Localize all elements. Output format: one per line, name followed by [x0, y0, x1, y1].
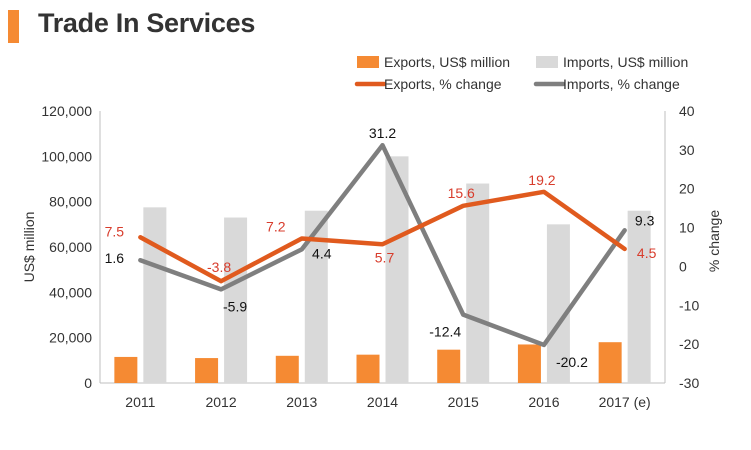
- imports-pct-data-label: 4.4: [312, 245, 332, 261]
- imports-bar: [143, 207, 167, 383]
- y2-tick-label: 0: [679, 258, 687, 274]
- exports-pct-data-label: 7.5: [105, 223, 125, 239]
- y2-tick-label: -10: [679, 297, 699, 313]
- y2-tick-label: -20: [679, 336, 699, 352]
- imports-bar: [224, 217, 248, 383]
- title-accent-bar: [8, 10, 19, 43]
- exports-bar: [598, 342, 622, 383]
- imports-bar: [466, 183, 490, 383]
- exports-bar: [356, 354, 380, 383]
- x-tick-label: 2012: [205, 394, 236, 410]
- x-tick-label: 2017 (e): [599, 394, 651, 410]
- legend-swatch-imports: [536, 56, 558, 68]
- exports-bar: [437, 349, 461, 383]
- imports-pct-data-label: -20.2: [556, 354, 588, 370]
- y2-tick-label: 20: [679, 181, 695, 197]
- imports-bar: [304, 210, 328, 383]
- legend-label-exports: Exports, US$ million: [384, 54, 510, 70]
- x-tick-label: 2014: [367, 394, 398, 410]
- y2-tick-label: 10: [679, 220, 695, 236]
- y-tick-label: 40,000: [49, 284, 92, 300]
- y2-axis-title: % change: [706, 210, 722, 272]
- y-axis-title: US$ million: [21, 212, 37, 283]
- exports-pct-data-label: 15.6: [448, 185, 475, 201]
- imports-pct-data-label: 1.6: [105, 250, 125, 266]
- y-tick-label: 80,000: [49, 194, 92, 210]
- imports-bar: [385, 156, 409, 383]
- y-tick-label: 0: [84, 375, 92, 391]
- exports-bar: [114, 356, 138, 383]
- imports-bar: [546, 224, 570, 383]
- legend-label-imports: Imports, US$ million: [563, 54, 688, 70]
- exports-bar: [517, 344, 541, 383]
- y-tick-label: 20,000: [49, 330, 92, 346]
- exports-bar: [275, 355, 299, 383]
- x-tick-label: 2011: [125, 394, 155, 410]
- imports-pct-line: [138, 142, 627, 348]
- y-tick-label: 100,000: [41, 148, 92, 164]
- y-tick-label: 60,000: [49, 239, 92, 255]
- legend-label-exports-pct: Exports, % change: [384, 76, 502, 92]
- exports-pct-data-label: 5.7: [375, 249, 395, 265]
- imports-pct-data-label: 9.3: [635, 212, 655, 228]
- imports-pct-data-label: 31.2: [369, 125, 396, 141]
- x-tick-label: 2015: [448, 394, 479, 410]
- exports-pct-line: [138, 189, 627, 284]
- exports-pct-data-label: -3.8: [207, 259, 231, 275]
- chart-title: Trade In Services: [38, 8, 256, 38]
- y2-tick-label: 30: [679, 142, 695, 158]
- exports-pct-data-label: 7.2: [266, 218, 286, 234]
- exports-pct-data-label: 4.5: [637, 245, 657, 261]
- imports-bar: [627, 210, 651, 383]
- imports-pct-data-label: -5.9: [223, 298, 247, 314]
- y-tick-label: 120,000: [41, 103, 92, 119]
- x-tick-label: 2013: [286, 394, 317, 410]
- legend-swatch-exports: [357, 56, 379, 68]
- legend-label-imports-pct: Imports, % change: [563, 76, 680, 92]
- y2-tick-label: 40: [679, 103, 695, 119]
- x-tick-label: 2016: [528, 394, 559, 410]
- imports-pct-data-label: -12.4: [429, 324, 461, 340]
- exports-bar: [195, 358, 219, 383]
- y2-tick-label: -30: [679, 375, 699, 391]
- exports-pct-data-label: 19.2: [528, 172, 555, 188]
